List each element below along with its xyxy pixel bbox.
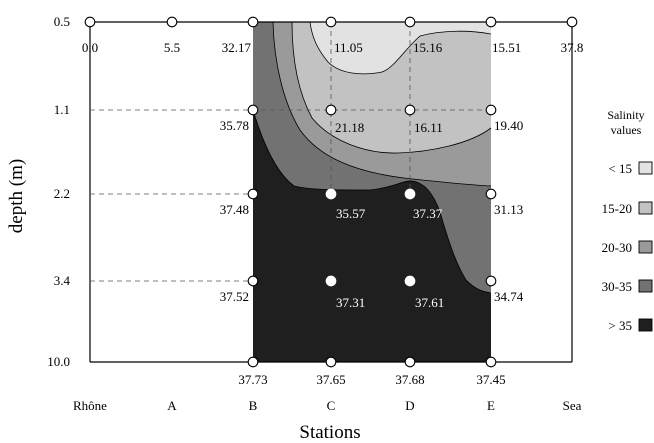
value-c-10-0: 37.65 — [316, 372, 345, 387]
contour-band-gt-35 — [253, 110, 491, 362]
point-e-1-1 — [485, 104, 497, 116]
value-a-0-5: 5.5 — [164, 40, 180, 55]
legend-label-15-20: 15-20 — [602, 201, 632, 216]
point-d-3-4 — [404, 275, 416, 287]
point-c-0-5 — [325, 16, 337, 28]
value-e-0-5: 15.51 — [492, 40, 521, 55]
value-d-1-1: 16.11 — [414, 120, 443, 135]
value-c-1-1: 21.18 — [335, 120, 364, 135]
value-e-2-2: 31.13 — [494, 202, 523, 217]
legend-swatch-20-30 — [638, 240, 653, 254]
value-rh-ne-0-5: 0.0 — [82, 40, 98, 55]
x-axis-title: Stations — [299, 422, 360, 443]
value-b-10-0: 37.73 — [238, 372, 267, 387]
point-b-3-4 — [247, 275, 259, 287]
measurement-points — [84, 16, 578, 368]
legend-swatch-15 — [638, 161, 653, 175]
point-rh-ne-0-5 — [84, 16, 96, 28]
value-b-1-1: 35.78 — [220, 118, 249, 133]
value-d-0-5: 15.16 — [413, 40, 443, 55]
point-c-1-1 — [325, 104, 337, 116]
legend-title-line2: values — [611, 123, 642, 137]
point-e-3-4 — [485, 275, 497, 287]
legend-title-line1: Salinity — [607, 108, 644, 122]
station-tick-b: B — [249, 398, 258, 413]
y-axis-title: depth (m) — [6, 159, 27, 233]
value-e-10-0: 37.45 — [476, 372, 505, 387]
depth-tick-0-5: 0.5 — [54, 14, 70, 29]
point-c-2-2 — [325, 188, 337, 200]
value-e-3-4: 34.74 — [494, 289, 524, 304]
point-c-10-0 — [325, 356, 337, 368]
point-a-0-5 — [166, 16, 178, 28]
legend-label-30-35: 30-35 — [602, 279, 632, 294]
station-tick-e: E — [487, 398, 495, 413]
point-sea-0-5 — [566, 16, 578, 28]
value-c-0-5: 11.05 — [334, 40, 363, 55]
contour-lines — [252, 21, 492, 294]
point-e-0-5 — [485, 16, 497, 28]
point-b-10-0 — [247, 356, 259, 368]
station-tick-rh-ne: Rhône — [73, 398, 107, 413]
value-d-2-2: 37.37 — [413, 206, 443, 221]
value-c-3-4: 37.31 — [336, 295, 365, 310]
point-d-1-1 — [404, 104, 416, 116]
depth-tick-2-2: 2.2 — [54, 186, 70, 201]
legend-label-35: > 35 — [608, 318, 632, 333]
value-sea-0-5: 37.8 — [561, 40, 584, 55]
legend-swatch-15-20 — [638, 201, 653, 215]
point-b-0-5 — [247, 16, 259, 28]
station-tick-labels: Rhône A B C D E Sea — [73, 398, 582, 413]
legend: Salinity values < 15 15-20 20-30 30-35 > 35 — [602, 108, 653, 333]
depth-tick-10-0: 10.0 — [47, 354, 70, 369]
station-tick-d: D — [405, 398, 414, 413]
value-d-10-0: 37.68 — [395, 372, 424, 387]
value-b-0-5: 32.17 — [222, 40, 252, 55]
point-b-2-2 — [247, 188, 259, 200]
point-d-10-0 — [404, 356, 416, 368]
point-c-3-4 — [325, 275, 337, 287]
point-d-0-5 — [404, 16, 416, 28]
point-d-2-2 — [404, 188, 416, 200]
legend-label-15: < 15 — [608, 161, 632, 176]
station-tick-sea: Sea — [563, 398, 582, 413]
contour-fills — [252, 21, 492, 362]
measurement-values: 0.0 5.5 32.17 11.05 15.16 15.51 37.8 35.78 21.18… — [82, 40, 584, 387]
point-b-1-1 — [247, 104, 259, 116]
station-tick-c: C — [327, 398, 336, 413]
contour-band-lt-15 — [310, 22, 491, 74]
legend-swatch-35 — [638, 318, 653, 332]
depth-tick-labels: 0.5 1.1 2.2 3.4 10.0 — [47, 14, 70, 369]
point-e-10-0 — [485, 356, 497, 368]
value-e-1-1: 19.40 — [494, 118, 523, 133]
depth-tick-3-4: 3.4 — [54, 273, 71, 288]
point-e-2-2 — [485, 188, 497, 200]
legend-swatch-30-35 — [638, 279, 653, 293]
value-c-2-2: 35.57 — [336, 206, 366, 221]
value-d-3-4: 37.61 — [415, 295, 444, 310]
value-b-3-4: 37.52 — [220, 289, 249, 304]
station-tick-a: A — [167, 398, 177, 413]
legend-label-20-30: 20-30 — [602, 240, 632, 255]
depth-tick-1-1: 1.1 — [54, 102, 70, 117]
value-b-2-2: 37.48 — [220, 202, 249, 217]
